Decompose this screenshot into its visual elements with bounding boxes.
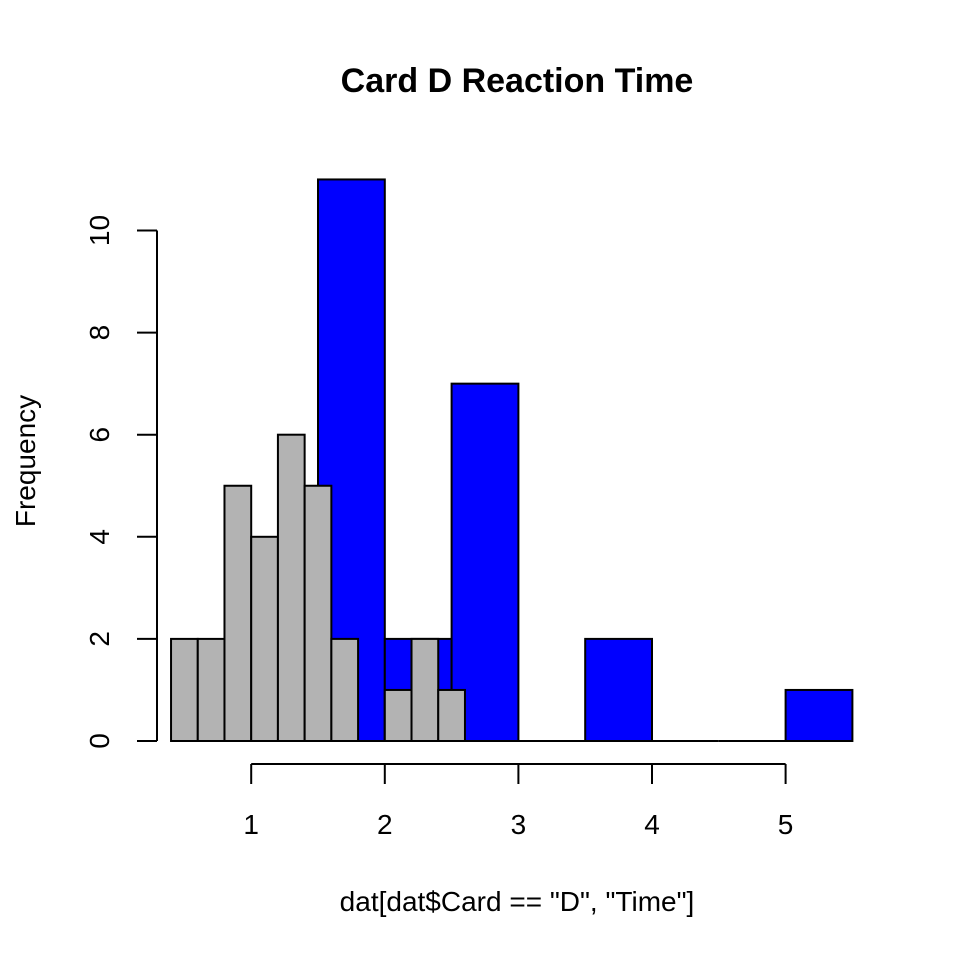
x-axis-label: dat[dat$Card == "D", "Time"]	[340, 886, 695, 917]
y-axis-label: Frequency	[10, 395, 41, 527]
x-tick-label: 2	[377, 809, 393, 840]
chart-title: Card D Reaction Time	[341, 62, 694, 100]
y-tick-label: 6	[84, 427, 115, 443]
histogram-bar-series-2-bin-6	[303, 484, 333, 742]
histogram-bar-series-2-bin-9	[383, 688, 413, 743]
histogram-bar-series-2-bin-3	[223, 484, 253, 742]
histogram-bar-series-2-bin-11	[437, 688, 466, 743]
x-tick-label: 3	[511, 809, 527, 840]
histogram-bar-series-2-bin-2	[196, 637, 226, 743]
histogram-bar-series-1-bin-8	[784, 688, 854, 743]
histogram-bar-series-2-bin-10	[410, 637, 440, 743]
y-tick-label: 10	[84, 215, 115, 246]
x-tick-label: 5	[778, 809, 794, 840]
histogram-bar-series-2-bin-1	[170, 637, 199, 743]
histogram-bar-series-2-bin-5	[276, 433, 306, 742]
x-tick-label: 1	[243, 809, 259, 840]
y-tick-label: 4	[84, 529, 115, 545]
y-tick-label: 2	[84, 631, 115, 647]
x-tick-label: 4	[644, 809, 660, 840]
y-tick-label: 0	[84, 733, 115, 749]
histogram-bar-series-2-bin-7	[330, 637, 360, 743]
histogram-bars	[170, 178, 854, 743]
histogram-bar-series-2-bin-4	[250, 535, 279, 742]
histogram-bar-series-1-bin-3	[450, 382, 520, 742]
y-tick-label: 8	[84, 325, 115, 341]
histogram-bar-series-1-bin-5	[584, 637, 654, 743]
